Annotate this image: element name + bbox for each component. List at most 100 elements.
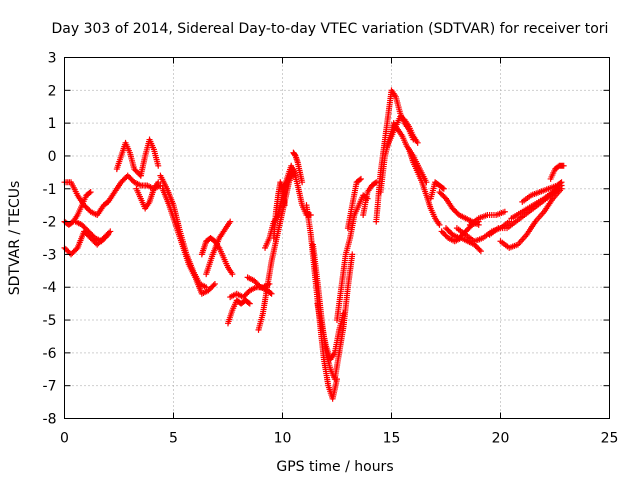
data-point <box>446 229 453 236</box>
data-point <box>103 233 110 240</box>
series-track-1 <box>61 179 112 219</box>
data-point <box>444 226 451 233</box>
data-point <box>128 176 135 183</box>
data-point <box>155 179 162 186</box>
data-point <box>80 223 87 230</box>
data-point <box>477 248 484 255</box>
data-point <box>99 236 106 243</box>
x-axis-label: GPS time / hours <box>276 459 393 475</box>
data-point <box>227 218 234 225</box>
series-track-40 <box>508 182 565 222</box>
data-point <box>452 208 459 215</box>
series-track-27 <box>344 175 364 232</box>
data-point <box>85 206 92 213</box>
series-track-21 <box>290 149 306 186</box>
series-track-10 <box>159 185 218 297</box>
y-tick-label: -5 <box>43 313 57 329</box>
data-point <box>207 284 214 291</box>
series-track-7 <box>137 136 162 179</box>
x-tick-label: 20 <box>492 431 510 447</box>
data-point <box>118 179 125 186</box>
series-track-4 <box>72 218 112 245</box>
series-track-8 <box>133 179 162 212</box>
data-point <box>442 232 449 239</box>
data-point <box>65 248 72 255</box>
series-track-24 <box>314 300 347 363</box>
data-point <box>450 206 457 213</box>
data-point <box>122 175 129 182</box>
series-track-32 <box>405 146 443 228</box>
y-tick-label: -7 <box>43 379 57 395</box>
x-tick-label: 25 <box>601 431 619 447</box>
data-point <box>449 205 456 212</box>
y-tick-label: -6 <box>43 346 57 362</box>
data-point <box>127 175 134 182</box>
data-point <box>441 231 448 238</box>
data-point <box>73 246 80 253</box>
data-point <box>245 299 252 306</box>
x-tick-label: 10 <box>274 431 292 447</box>
data-point <box>253 280 260 287</box>
data-point <box>119 177 126 184</box>
data-point <box>84 227 91 234</box>
series-track-31 <box>384 113 421 150</box>
chart-title: Day 303 of 2014, Sidereal Day-to-day VTE… <box>52 21 609 37</box>
axis-ticks <box>64 57 610 419</box>
data-point <box>120 176 127 183</box>
data-point <box>268 290 275 297</box>
data-point <box>473 244 480 251</box>
data-point <box>251 277 258 284</box>
series-track-28 <box>360 179 380 219</box>
series-track-42 <box>547 162 567 182</box>
y-tick-label: -1 <box>43 182 57 198</box>
data-point <box>465 225 472 232</box>
data-point <box>64 247 71 254</box>
data-point <box>242 291 249 298</box>
series-track-39 <box>497 185 565 251</box>
data-point <box>558 179 565 186</box>
x-tick-label: 15 <box>383 431 401 447</box>
series-track-13 <box>225 297 253 327</box>
data-point <box>255 281 262 288</box>
series-track-22 <box>303 202 340 402</box>
data-point <box>414 139 421 146</box>
y-tick-label: -3 <box>43 247 57 263</box>
data-point <box>209 283 216 290</box>
series-track-43 <box>466 208 508 228</box>
y-tick-label: 2 <box>48 83 57 99</box>
data-point <box>131 166 138 173</box>
series-track-41 <box>519 179 565 205</box>
data-point <box>440 192 447 199</box>
data-point <box>456 235 463 241</box>
y-tick-labels: 3 2 1 0 -1 -2 -3 -4 -5 -6 -7 -8 <box>43 51 57 428</box>
data-point <box>155 162 162 169</box>
y-tick-label: 1 <box>48 116 57 132</box>
data-point <box>439 229 446 236</box>
data-point <box>82 203 89 210</box>
y-tick-label: 0 <box>48 149 57 165</box>
data-point <box>445 227 452 234</box>
data-point <box>101 235 108 242</box>
plot-frame <box>64 57 610 419</box>
data-point <box>83 204 90 211</box>
data-point <box>98 238 105 245</box>
data-point <box>457 233 464 240</box>
data-point <box>107 228 114 235</box>
data-point <box>453 209 460 216</box>
data-point <box>229 271 236 278</box>
data-point <box>205 287 212 294</box>
data-point <box>240 294 247 301</box>
data-point <box>560 162 567 169</box>
data-point <box>85 228 92 235</box>
data-point <box>81 224 88 231</box>
data-point <box>440 185 447 192</box>
data-point <box>88 231 95 238</box>
data-point <box>463 227 470 234</box>
data-point <box>210 282 217 289</box>
data-point <box>475 245 482 252</box>
data-marks <box>61 87 567 402</box>
data-point <box>94 241 101 248</box>
data-point <box>241 292 248 299</box>
data-point <box>252 278 259 285</box>
data-point <box>70 248 77 255</box>
